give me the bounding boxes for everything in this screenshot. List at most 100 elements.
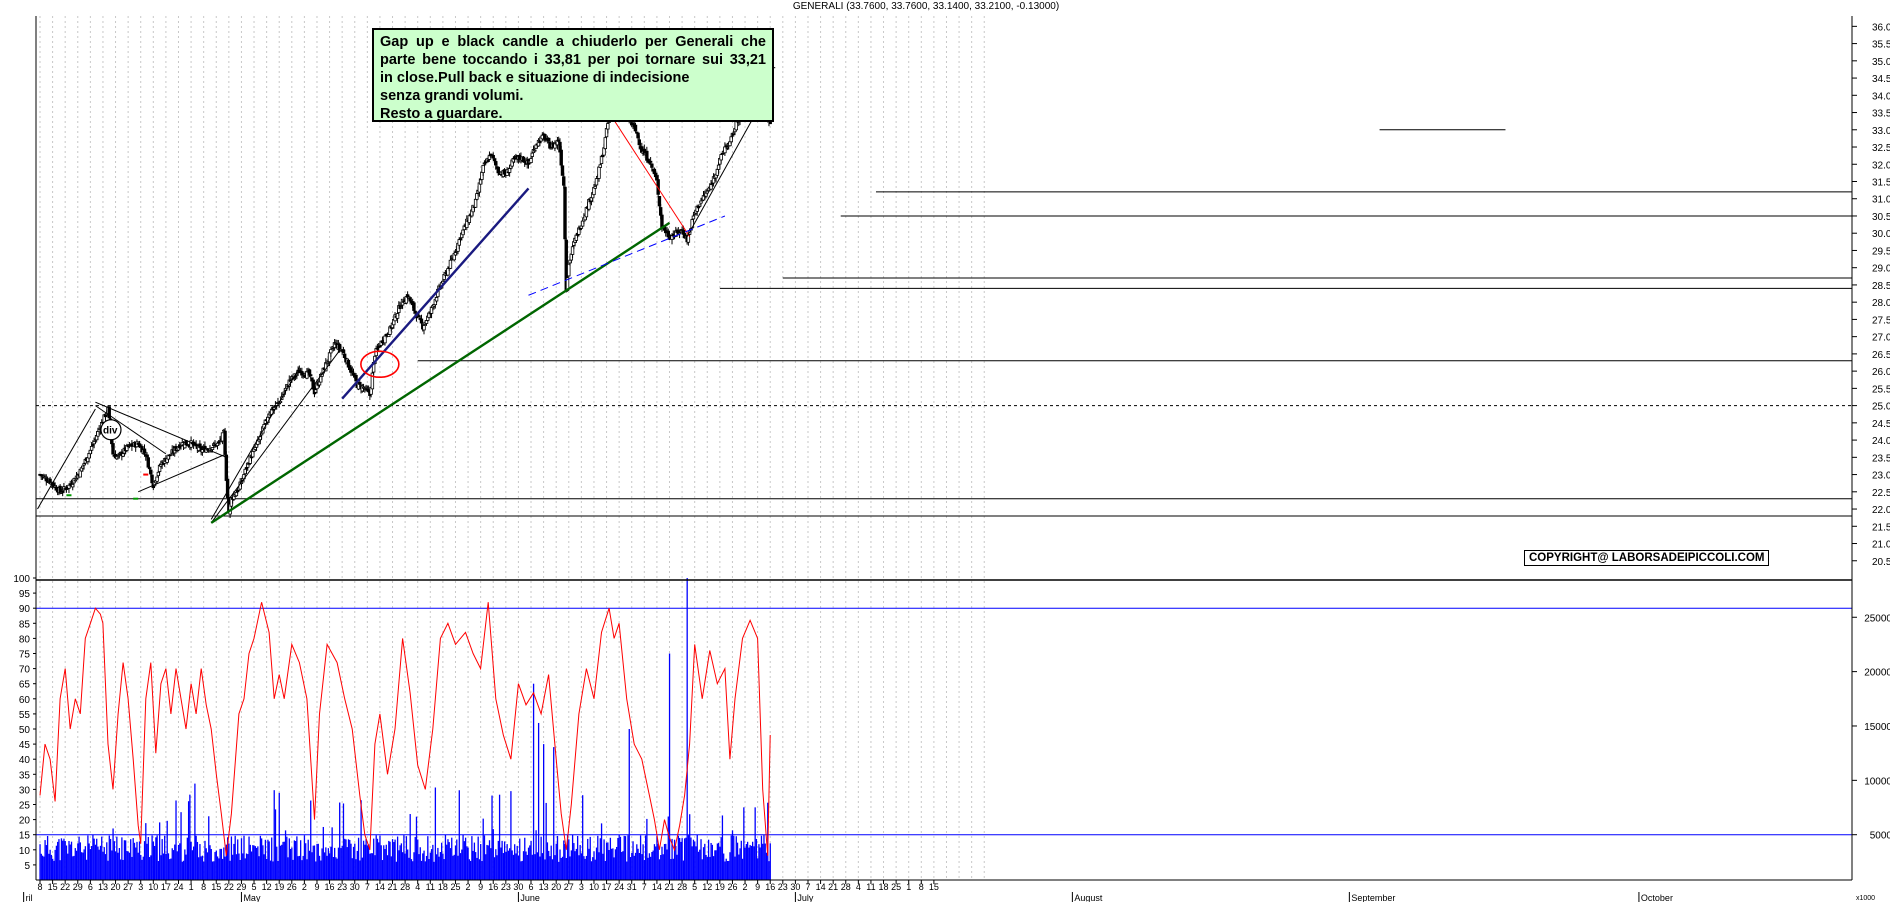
oscillator-line [39, 602, 771, 856]
volume-bar [123, 840, 126, 880]
volume-bar [441, 842, 443, 880]
volume-bar [374, 855, 376, 880]
candlestick [560, 165, 565, 176]
oscillator-tick-label: 50 [19, 725, 31, 736]
volume-bar [355, 859, 357, 880]
volume-bar [77, 843, 79, 880]
volume-bar [524, 837, 526, 880]
volume-bar [198, 857, 200, 880]
volume-bar [613, 857, 615, 880]
volume-bar [558, 861, 560, 880]
candle-body [559, 149, 563, 166]
volume-bar [730, 835, 732, 880]
volume-bar [391, 839, 394, 880]
candle-body [491, 155, 495, 159]
volume-bar [60, 838, 63, 880]
volume-bar [769, 843, 771, 880]
candle-body [729, 136, 733, 143]
volume-bar [303, 835, 306, 880]
volume-bar [287, 857, 289, 880]
candle-body [150, 474, 154, 484]
volume-bar [748, 847, 750, 880]
price-tick-label: 32.0 [1872, 160, 1890, 171]
volume-bar [583, 856, 585, 880]
day-tick-label: 25 [891, 882, 901, 892]
volume-bar [718, 842, 720, 880]
volume-bar [726, 860, 729, 880]
candlestick [481, 164, 485, 177]
volume-bar [63, 838, 65, 880]
volume-bar [365, 838, 367, 880]
volume-bar [211, 861, 214, 880]
volume-bar [454, 845, 457, 880]
volume-bar [483, 835, 486, 880]
volume-bar [218, 858, 220, 880]
volume-bar [410, 859, 413, 880]
volume-bar [273, 790, 275, 880]
candle-body [530, 152, 534, 157]
candle-body [446, 268, 450, 276]
volume-bar [356, 850, 358, 880]
volume-bar [331, 827, 333, 880]
volume-bar [638, 852, 640, 880]
volume-bar [288, 838, 290, 880]
volume-bar [172, 850, 175, 880]
volume-bar [481, 861, 483, 880]
oscillator-line [39, 602, 771, 856]
volume-bar [103, 847, 105, 880]
volume-bar [701, 859, 703, 880]
candlestick [329, 349, 333, 358]
volume-bar [682, 860, 685, 880]
volume-bar [750, 845, 753, 880]
volume-bar [296, 836, 298, 880]
volume-bar [108, 835, 110, 880]
volume-bar [631, 852, 633, 880]
volume-bar [191, 850, 194, 880]
price-tick-label: 34.0 [1872, 91, 1890, 102]
volume-bar [335, 857, 337, 880]
day-tick-label: 15 [211, 882, 221, 892]
volume-bar [435, 854, 438, 880]
volume-bar [517, 855, 520, 880]
volume-bar [549, 856, 551, 880]
trendline [95, 401, 227, 458]
volume-bar [326, 855, 328, 880]
volume-bar [598, 852, 600, 880]
volume-bar [686, 578, 688, 880]
day-tick-label: 10 [148, 882, 158, 892]
volume-bar [404, 853, 406, 880]
volume-bar [566, 834, 569, 880]
candle-body [422, 325, 426, 331]
price-tick-label: 25.0 [1872, 402, 1890, 413]
month-label: June [520, 893, 540, 902]
volume-bar [393, 842, 395, 880]
day-tick-label: 7 [805, 882, 810, 892]
volume-bar [167, 853, 170, 880]
volume-bar [754, 807, 756, 880]
volume-bar [733, 835, 735, 880]
volume-bar [714, 850, 716, 880]
volume-bar [628, 729, 630, 880]
volume-bar [159, 822, 161, 880]
commentary-line: parte bene toccando i 33,81 per poi torn… [380, 52, 766, 68]
volume-bar [623, 835, 625, 880]
volume-tick-label: 20000 [1864, 668, 1890, 679]
volume-bar [415, 816, 418, 880]
day-tick-label: 30 [350, 882, 360, 892]
volume-bar [520, 861, 522, 880]
volume-bar [723, 853, 725, 880]
oscillator-tick-label: 95 [19, 589, 31, 600]
volume-bar [106, 842, 108, 880]
oscillator-tick-label: 90 [19, 604, 31, 615]
volume-bar [203, 861, 205, 880]
volume-bar [396, 836, 399, 880]
price-tick-label: 26.5 [1872, 350, 1890, 361]
volume-bar [210, 848, 212, 880]
volume-bar [336, 858, 338, 880]
volume-bar [636, 844, 638, 880]
volume-bar [121, 837, 123, 880]
volume-bar [621, 852, 623, 880]
volume-bar [434, 787, 437, 880]
volume-bar [141, 859, 143, 880]
volume-bar [177, 844, 180, 880]
